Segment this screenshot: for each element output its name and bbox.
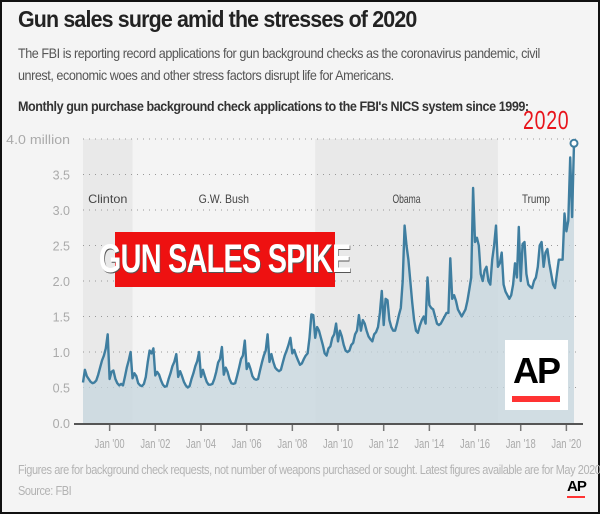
x-tick-label: Jan '08: [277, 436, 307, 451]
year-callout: 2020: [523, 105, 570, 135]
series-line: [81, 143, 576, 389]
x-tick-label: Jan '10: [323, 436, 353, 451]
y-tick-label: 3.0: [53, 203, 70, 218]
x-tick-label: Jan '18: [506, 436, 536, 451]
chart-heading: Monthly gun purchase background check ap…: [18, 98, 529, 114]
presidency-label: Trump: [522, 192, 550, 206]
banner-text: GUN SALES SPIKE: [99, 237, 351, 281]
y-tick-label: 2.5: [53, 239, 70, 254]
x-tick-label: Jan '04: [186, 436, 216, 451]
ap-footer-logo-text: AP: [567, 478, 587, 495]
y-tick-label: 4.0 million: [6, 132, 70, 147]
y-tick-label: 0.0: [53, 416, 70, 431]
presidency-label: Obama: [393, 192, 421, 206]
y-tick-label: 1.5: [53, 310, 70, 325]
ap-footer-logo-bar: [567, 496, 585, 498]
area-fill: [83, 143, 574, 424]
x-tick-label: Jan '06: [232, 436, 262, 451]
subtitle: The FBI is reporting record applications…: [18, 45, 540, 83]
x-tick-label: Jan '14: [414, 436, 444, 451]
x-tick-label: Jan '16: [460, 436, 490, 451]
source: Source: FBI: [18, 484, 72, 498]
latest-point-marker: [569, 138, 579, 148]
y-tick-label: 0.5: [53, 381, 70, 396]
ap-logo: AP: [505, 340, 568, 410]
page-title: Gun sales surge amid the stresses of 202…: [18, 6, 417, 32]
x-tick-label: Jan '12: [369, 436, 399, 451]
x-tick-label: Jan '00: [95, 436, 125, 451]
ap-logo-text: AP: [513, 350, 561, 391]
presidency-label: Clinton: [88, 192, 127, 206]
footnote: Figures are for background check request…: [18, 463, 600, 477]
y-tick-label: 1.0: [53, 345, 70, 360]
x-tick-label: Jan '20: [551, 436, 581, 451]
gun-sales-spike-banner: GUN SALES SPIKE: [99, 232, 352, 287]
y-tick-label: 3.5: [53, 168, 70, 183]
presidency-label: G.W. Bush: [199, 192, 249, 206]
ap-footer-logo: AP: [567, 478, 587, 498]
ap-logo-bar: [512, 396, 560, 402]
y-tick-label: 2.0: [53, 274, 70, 289]
x-tick-label: Jan '02: [140, 436, 170, 451]
